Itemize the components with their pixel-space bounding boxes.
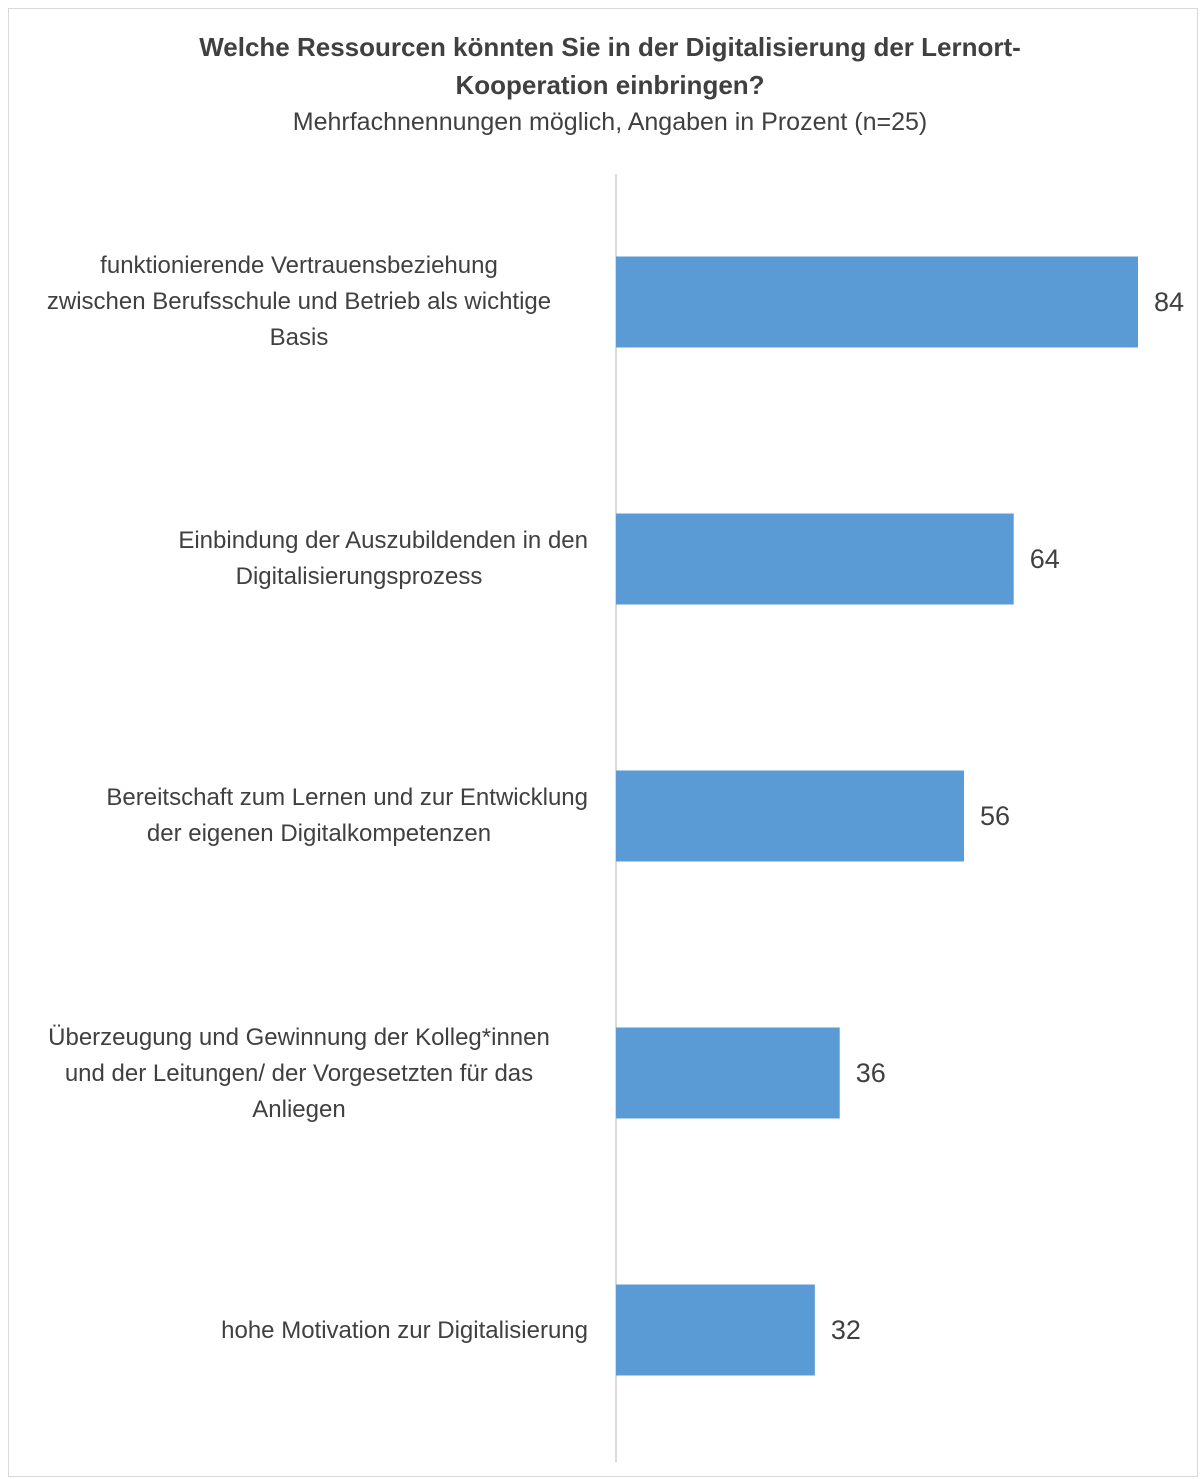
category-label: hohe Motivation zur Digitalisierung bbox=[10, 1313, 588, 1349]
category-label-line: Bereitschaft zum Lernen und zur Entwickl… bbox=[106, 784, 588, 811]
chart-title-line: Welche Ressourcen könnten Sie in der Dig… bbox=[199, 32, 1021, 62]
bar bbox=[616, 256, 1138, 348]
category-label-line: hohe Motivation zur Digitalisierung bbox=[221, 1317, 588, 1344]
category-label-line: funktionierende Vertrauensbeziehung bbox=[100, 252, 498, 279]
chart-title: Welche Ressourcen könnten Sie in der Dig… bbox=[0, 28, 1200, 104]
category-label: Bereitschaft zum Lernen und zur Entwickl… bbox=[10, 780, 588, 852]
bar bbox=[616, 770, 964, 862]
bar bbox=[616, 1284, 815, 1376]
category-label-line: der eigenen Digitalkompetenzen bbox=[146, 820, 492, 847]
bar bbox=[616, 1027, 840, 1119]
category-label: Einbindung der Auszubildenden in den Dig… bbox=[10, 523, 588, 595]
category-label-line: Einbindung der Auszubildenden in den bbox=[178, 527, 588, 554]
category-label-line: Überzeugung und Gewinnung der Kolleg*inn… bbox=[48, 1024, 550, 1051]
category-label: funktionierende Vertrauensbeziehung zwis… bbox=[10, 248, 588, 356]
chart-title-line: Kooperation einbringen? bbox=[455, 70, 765, 100]
bar bbox=[616, 513, 1014, 605]
chart-subtitle: Mehrfachnennungen möglich, Angaben in Pr… bbox=[292, 108, 928, 136]
category-label-line: Digitalisierungsprozess bbox=[235, 563, 483, 590]
chart-frame bbox=[8, 8, 1198, 1477]
category-label-line: und der Leitungen/ der Vorgesetzten für … bbox=[64, 1060, 534, 1087]
category-label-line: zwischen Berufsschule und Betrieb als wi… bbox=[46, 288, 552, 315]
category-label-line: Anliegen bbox=[252, 1096, 346, 1123]
category-label-line: Basis bbox=[269, 324, 329, 351]
data-label: 84 bbox=[1154, 287, 1184, 317]
data-label: 32 bbox=[831, 1315, 861, 1345]
data-label: 36 bbox=[856, 1058, 886, 1088]
category-label: Überzeugung und Gewinnung der Kolleg*inn… bbox=[10, 1020, 588, 1128]
data-label: 64 bbox=[1030, 544, 1060, 574]
data-label: 56 bbox=[980, 801, 1010, 831]
